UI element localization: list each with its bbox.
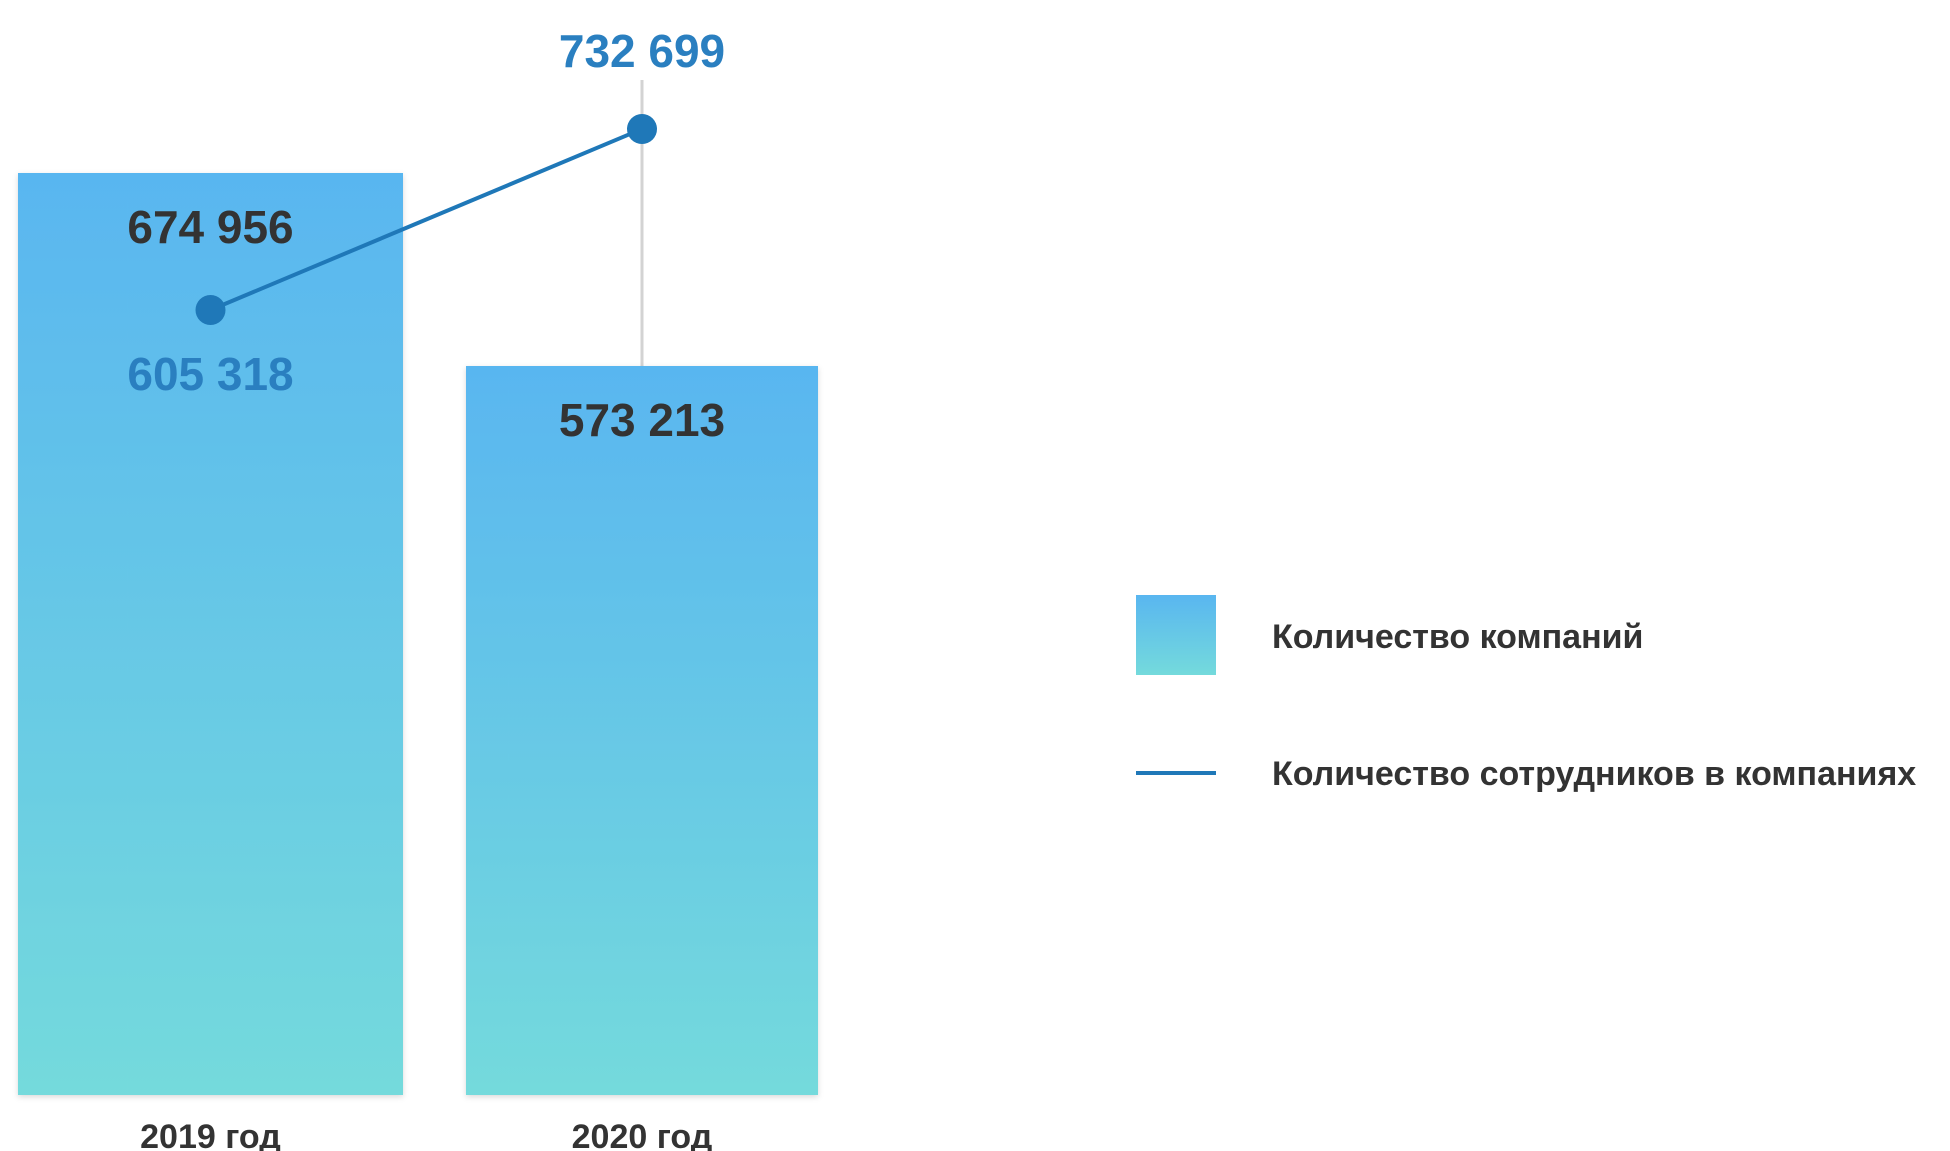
employees-line xyxy=(209,127,643,312)
line-point-1 xyxy=(195,295,226,325)
bar-value-label: 573 213 xyxy=(559,394,725,446)
line-point-2 xyxy=(627,114,657,144)
x-tick-label: 2020 год xyxy=(572,1118,713,1151)
line-value-label: 732 699 xyxy=(559,25,725,77)
legend: Количество компаний Количество сотрудник… xyxy=(1136,595,1916,793)
x-tick-label: 2019 год xyxy=(140,1118,281,1151)
line-value-label: 605 318 xyxy=(127,348,293,400)
legend-swatch-companies xyxy=(1136,595,1216,675)
bar-value-label: 674 956 xyxy=(127,201,293,253)
bar-1 xyxy=(18,173,403,1095)
legend-label-employees: Количество сотрудников в компаниях xyxy=(1272,755,1916,793)
legend-label-companies: Количество компаний xyxy=(1272,618,1643,656)
bar-2 xyxy=(466,366,818,1095)
